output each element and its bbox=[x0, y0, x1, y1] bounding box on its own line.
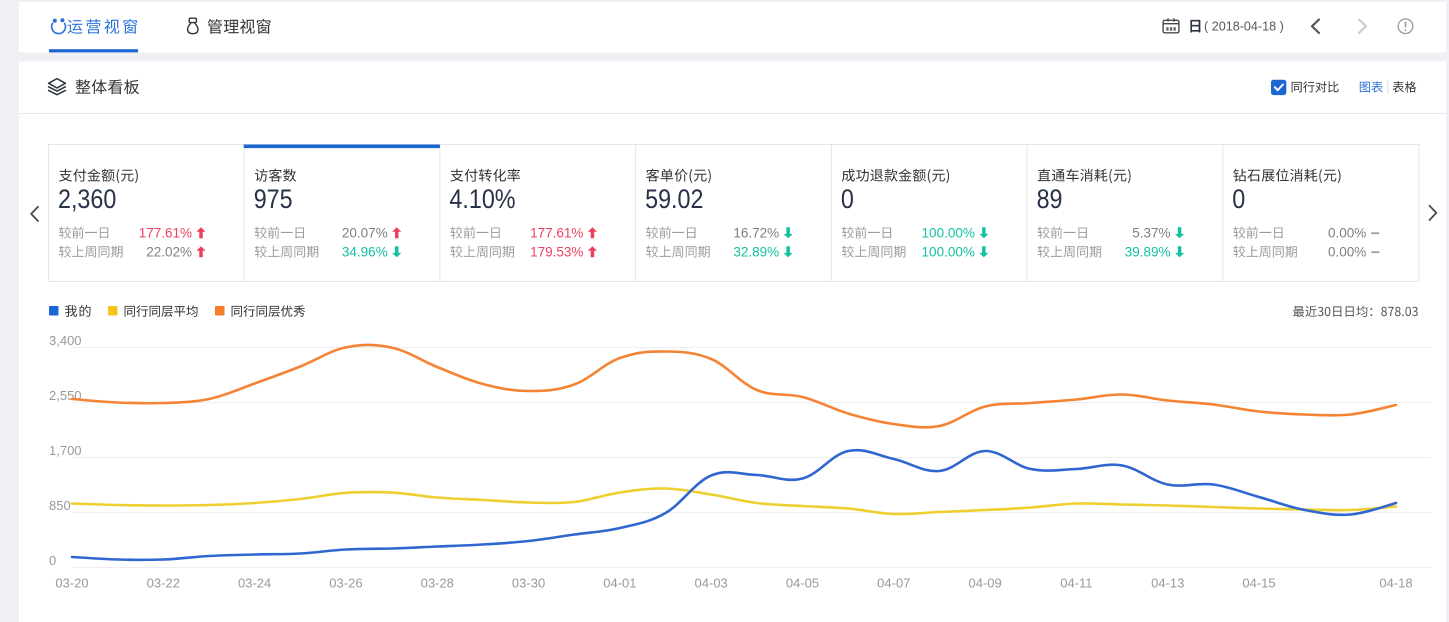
svg-text:04-01: 04-01 bbox=[603, 575, 636, 590]
svg-text:0.00%: 0.00% bbox=[1328, 245, 1366, 260]
svg-text:( 2018-04-18 ): ( 2018-04-18 ) bbox=[1204, 20, 1284, 34]
svg-text:100.00%: 100.00% bbox=[922, 226, 975, 241]
svg-text:04-09: 04-09 bbox=[968, 575, 1001, 590]
svg-text:89: 89 bbox=[1037, 184, 1063, 214]
svg-text:850: 850 bbox=[49, 498, 71, 513]
svg-text:5.37%: 5.37% bbox=[1132, 226, 1170, 241]
svg-text:03-28: 03-28 bbox=[421, 575, 454, 590]
svg-text:03-30: 03-30 bbox=[512, 575, 545, 590]
svg-text:0.00%: 0.00% bbox=[1328, 226, 1366, 241]
svg-text:22.02%: 22.02% bbox=[146, 245, 192, 260]
svg-text:04-05: 04-05 bbox=[786, 575, 819, 590]
svg-text:39.89%: 39.89% bbox=[1125, 245, 1171, 260]
svg-text:4.10%: 4.10% bbox=[449, 184, 515, 214]
svg-text:0: 0 bbox=[841, 184, 854, 214]
svg-text:04-13: 04-13 bbox=[1151, 575, 1184, 590]
svg-text:0: 0 bbox=[1232, 184, 1245, 214]
svg-text:04-03: 04-03 bbox=[695, 575, 728, 590]
svg-text:03-22: 03-22 bbox=[147, 575, 180, 590]
svg-text:03-24: 03-24 bbox=[238, 575, 271, 590]
svg-text:1,700: 1,700 bbox=[49, 443, 82, 458]
svg-text:177.61%: 177.61% bbox=[139, 226, 192, 241]
svg-text:3,400: 3,400 bbox=[49, 333, 82, 348]
svg-text:100.00%: 100.00% bbox=[922, 245, 975, 260]
svg-text:04-18: 04-18 bbox=[1379, 575, 1412, 590]
svg-text:177.61%: 177.61% bbox=[530, 226, 583, 241]
svg-text:04-15: 04-15 bbox=[1242, 575, 1275, 590]
svg-text:16.72%: 16.72% bbox=[733, 226, 779, 241]
svg-text:03-26: 03-26 bbox=[329, 575, 362, 590]
svg-text:59.02: 59.02 bbox=[645, 184, 703, 214]
svg-text:2,360: 2,360 bbox=[58, 184, 116, 214]
svg-text:20.07%: 20.07% bbox=[342, 226, 388, 241]
svg-text:04-07: 04-07 bbox=[877, 575, 910, 590]
svg-text:0: 0 bbox=[49, 553, 56, 568]
svg-text:34.96%: 34.96% bbox=[342, 245, 388, 260]
svg-text:32.89%: 32.89% bbox=[733, 245, 779, 260]
svg-text:975: 975 bbox=[254, 184, 293, 214]
svg-text:04-11: 04-11 bbox=[1060, 575, 1092, 590]
svg-text:03-20: 03-20 bbox=[55, 575, 88, 590]
svg-text:179.53%: 179.53% bbox=[530, 245, 583, 260]
